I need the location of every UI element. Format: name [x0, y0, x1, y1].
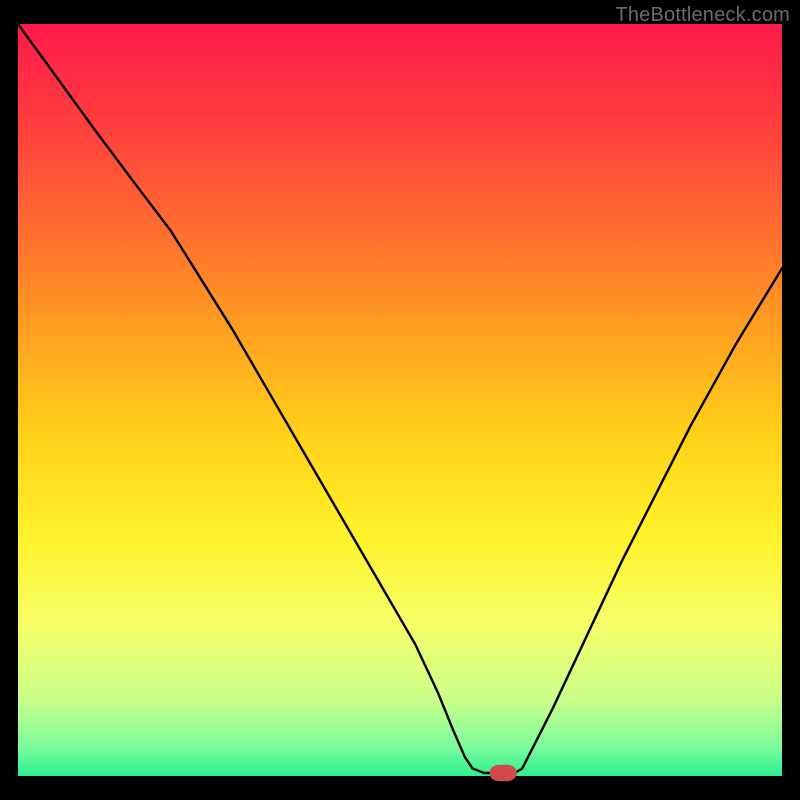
chart-frame: TheBottleneck.com	[0, 0, 800, 800]
chart-svg	[0, 0, 800, 800]
watermark-text: TheBottleneck.com	[615, 4, 790, 27]
optimal-marker	[489, 765, 517, 782]
plot-area	[18, 24, 782, 776]
